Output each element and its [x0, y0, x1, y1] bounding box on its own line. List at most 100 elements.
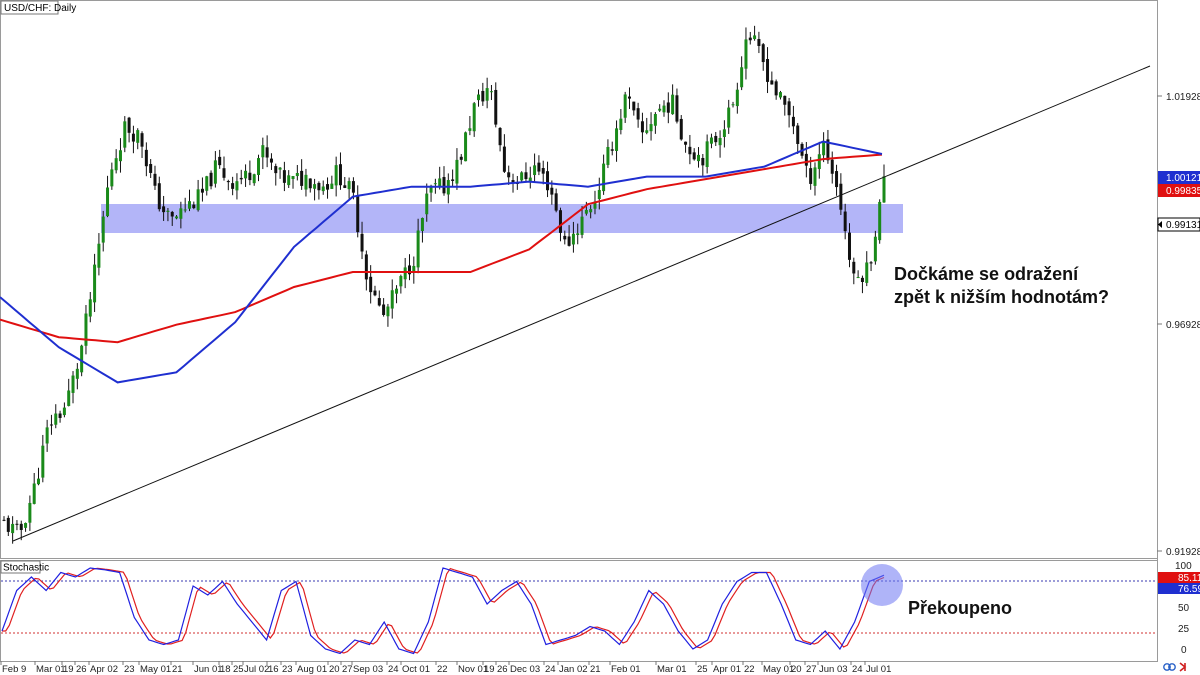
- time-tick-label: Apr 01: [713, 664, 741, 675]
- candle-body: [304, 174, 308, 190]
- current-price-marker: [1158, 221, 1162, 228]
- candle-body: [722, 129, 726, 137]
- stochastic-tick-label: 100: [1175, 561, 1192, 572]
- candle-body: [369, 276, 373, 293]
- candle-body: [740, 67, 744, 88]
- candle-body: [321, 186, 325, 192]
- candle-body: [675, 95, 679, 122]
- candle-body: [412, 265, 416, 272]
- candle-body: [170, 211, 174, 217]
- scroll-right-icon[interactable]: [1179, 662, 1187, 672]
- candle-body: [360, 233, 364, 252]
- candle-body: [118, 150, 122, 162]
- candle-body: [684, 141, 688, 145]
- candle-body: [541, 168, 545, 174]
- red-sma-price-label: 0.99835: [1166, 186, 1200, 197]
- bounce-question-line1: Dočkáme se odražení: [894, 264, 1079, 284]
- candle-body: [472, 103, 476, 132]
- candle-body: [239, 177, 243, 180]
- candle-body: [11, 523, 15, 534]
- time-tick-label: 22: [744, 664, 755, 675]
- time-tick-label: Nov 01: [458, 664, 488, 675]
- time-tick-label: May 01: [763, 664, 794, 675]
- candle-body: [615, 128, 619, 151]
- candle-body: [58, 413, 62, 418]
- time-tick-label: 18: [220, 664, 231, 675]
- candle-body: [438, 178, 442, 187]
- candle-body: [589, 209, 593, 213]
- time-tick-label: 27: [806, 664, 817, 675]
- link-icon[interactable]: [1163, 663, 1176, 671]
- candle-body: [524, 172, 528, 180]
- price-tick-label: 0.96928: [1166, 320, 1200, 331]
- candle-body: [787, 101, 791, 116]
- resistance-zone: [101, 204, 903, 233]
- candle-body: [28, 502, 32, 523]
- candle-body: [576, 233, 580, 236]
- time-tick-label: May 01: [140, 664, 171, 675]
- time-tick-label: 22: [437, 664, 448, 675]
- time-tick-label: Jul 02: [244, 664, 269, 675]
- candle-body: [257, 158, 261, 176]
- candle-body: [778, 92, 782, 98]
- candle-body: [420, 217, 424, 231]
- candle-body: [520, 172, 524, 181]
- time-tick-label: 24: [388, 664, 399, 675]
- candle-body: [727, 107, 731, 128]
- stochastic-signal-value-box: [1158, 583, 1200, 594]
- candle-body: [93, 264, 97, 303]
- candle-body: [783, 95, 787, 105]
- candle-body: [602, 163, 606, 192]
- current-price-label: 0.99131: [1166, 220, 1200, 231]
- candle-body: [822, 141, 826, 156]
- time-tick-label: 20: [791, 664, 802, 675]
- candle-body: [308, 178, 312, 189]
- candle-body: [269, 158, 273, 163]
- candle-body: [179, 208, 183, 219]
- ascending-trendline: [12, 65, 1151, 542]
- candle-body: [731, 104, 735, 106]
- time-tick-label: Mar 01: [657, 664, 687, 675]
- candle-body: [666, 102, 670, 113]
- candle-body: [334, 165, 338, 186]
- candle-body: [88, 299, 92, 317]
- candle-body: [175, 216, 179, 219]
- candle-body: [830, 159, 834, 174]
- candle-body: [131, 133, 135, 142]
- candle-body: [714, 135, 718, 143]
- candle-body: [140, 133, 144, 147]
- candle-body: [41, 445, 45, 478]
- candle-body: [744, 39, 748, 69]
- candle-body: [313, 184, 317, 189]
- candle-body: [645, 130, 649, 133]
- time-tick-label: 16: [268, 664, 279, 675]
- candle-body: [295, 173, 299, 177]
- candle-body: [157, 183, 161, 210]
- candle-body: [75, 368, 79, 379]
- candle-body: [860, 277, 864, 282]
- candle-body: [865, 262, 869, 283]
- candle-body: [287, 175, 291, 186]
- candle-body: [528, 177, 532, 182]
- candle-body: [580, 216, 584, 235]
- price-tick-label: 0.91928: [1166, 547, 1200, 558]
- time-tick-label: Jun 03: [819, 664, 848, 675]
- overbought-highlight-circle: [861, 564, 903, 606]
- time-tick-label: Jan 02: [559, 664, 588, 675]
- candle-body: [6, 517, 10, 532]
- candle-body: [330, 183, 334, 189]
- candle-body: [261, 145, 265, 158]
- candle-body: [459, 156, 463, 160]
- candle-body: [804, 153, 808, 166]
- candle-body: [382, 304, 386, 315]
- candle-body: [106, 187, 110, 217]
- time-tick-label: Feb 01: [611, 664, 641, 675]
- candle-body: [593, 201, 597, 209]
- candle-body: [774, 81, 778, 96]
- candle-body: [826, 139, 830, 161]
- candle-body: [873, 236, 877, 262]
- candle-body: [45, 427, 49, 444]
- candle-body: [67, 390, 71, 406]
